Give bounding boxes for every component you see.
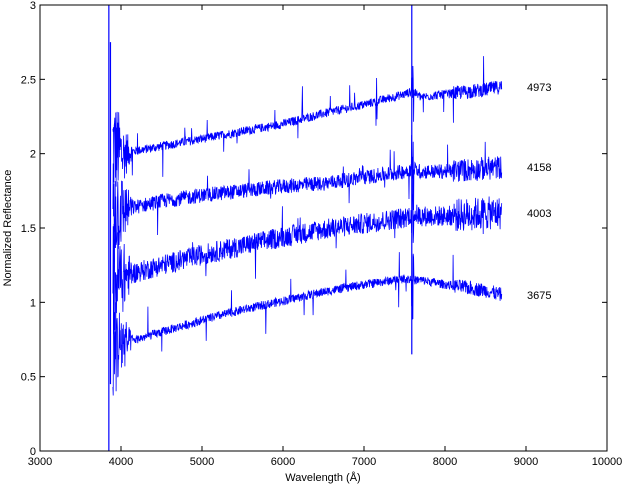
x-axis-label: Wavelength (Å) <box>285 471 360 484</box>
y-tick-label: 0 <box>30 446 36 458</box>
x-tick-label: 8000 <box>433 456 457 468</box>
x-tick-label: 5000 <box>190 456 214 468</box>
x-tick-label: 6000 <box>271 456 295 468</box>
series-label-3675: 3675 <box>527 290 551 302</box>
x-tick-label: 7000 <box>352 456 376 468</box>
y-tick-label: 1.5 <box>21 223 36 235</box>
y-tick-label: 1 <box>30 297 36 309</box>
y-tick-label: 2.5 <box>21 74 36 86</box>
series-line-4003 <box>112 168 503 335</box>
x-tick-label: 4000 <box>109 456 133 468</box>
axes-layer <box>39 4 608 452</box>
series-layer <box>108 5 503 451</box>
series-label-4973: 4973 <box>527 82 551 94</box>
x-tick-label: 10000 <box>592 456 623 468</box>
series-line-4158 <box>112 134 503 249</box>
series-label-4003: 4003 <box>527 208 551 220</box>
y-tick-label: 3 <box>30 0 36 12</box>
labels-layer: 3000 4000 5000 6000 7000 8000 9000 10000 0 0.5 1 1.… <box>21 0 623 468</box>
x-tick-label: 3000 <box>28 456 52 468</box>
y-axis-label: Normalized Reflectance <box>2 170 14 287</box>
series-label-4158: 4158 <box>527 162 551 174</box>
series-line-3675 <box>112 252 503 396</box>
x-tick-label: 9000 <box>514 456 538 468</box>
y-tick-label: 0.5 <box>21 372 36 384</box>
series-line-4973 <box>112 56 503 187</box>
y-tick-label: 2 <box>30 149 36 161</box>
